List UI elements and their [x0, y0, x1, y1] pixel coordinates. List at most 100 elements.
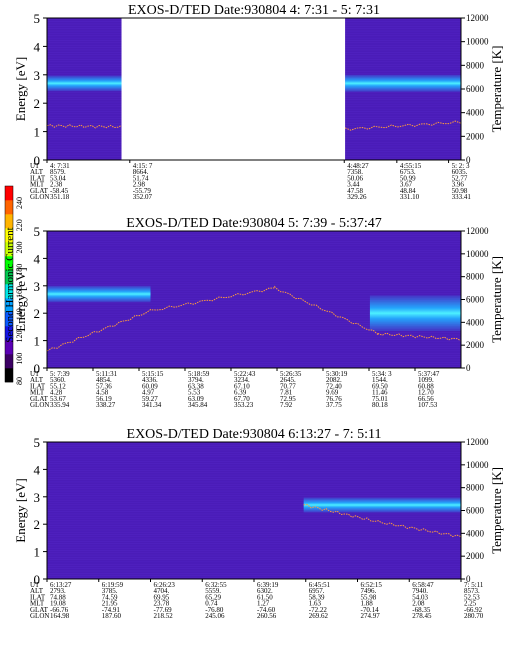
- orbit-value: 59.27: [142, 395, 158, 403]
- orbit-value: 11.46: [372, 389, 388, 397]
- orbit-value: 60.09: [142, 382, 158, 390]
- y-tick-label: 3: [34, 490, 41, 505]
- orbit-value: 5360.: [50, 376, 66, 384]
- y2-tick-label: 0: [466, 574, 471, 584]
- y2-tick-label: 2000: [466, 551, 485, 561]
- orbit-value: 5:37:47: [418, 370, 440, 378]
- data-gap: [121, 18, 346, 160]
- y2-tick-label: 10000: [466, 460, 489, 470]
- orbit-value: 2082.: [326, 376, 342, 384]
- energy-band: [345, 74, 461, 92]
- orbit-value: 66.56: [418, 395, 434, 403]
- orbit-value: 6035.: [452, 168, 468, 176]
- colorbar-swatch: [5, 312, 13, 327]
- orbit-value: 50.99: [400, 174, 416, 182]
- orbit-value: 53.67: [50, 395, 66, 403]
- y-tick-label: 2: [34, 96, 41, 111]
- y2-axis-label: Temperature [K]: [489, 46, 504, 133]
- colorbar-swatch: [5, 284, 13, 299]
- orbit-value: 2.38: [50, 181, 63, 189]
- orbit-value: 55.12: [50, 382, 66, 390]
- y-tick-label: 5: [34, 224, 41, 239]
- colorbar-tick-label: 220: [15, 219, 24, 231]
- orbit-value: -72.22: [309, 606, 328, 614]
- y2-tick-label: 8000: [466, 60, 485, 70]
- orbit-row-label: GLAT: [30, 187, 49, 195]
- y-tick-label: 3: [34, 68, 41, 83]
- orbit-value: 4:55:15: [400, 162, 422, 170]
- orbit-value: 72.40: [326, 382, 342, 390]
- orbit-value: 274.97: [361, 612, 381, 620]
- orbit-value: 5.53: [188, 389, 201, 397]
- panel-title: EXOS-D/TED Date:930804 4: 7:31 - 5: 7:31: [128, 3, 380, 18]
- orbit-value: 6:13:27: [50, 581, 72, 589]
- orbit-value: 2.08: [412, 600, 425, 608]
- y2-tick-label: 2000: [466, 131, 485, 141]
- orbit-value: 245.06: [205, 612, 225, 620]
- orbit-value: 69.95: [154, 593, 170, 601]
- orbit-value: 351.18: [50, 193, 70, 201]
- y2-axis-label: Temperature [K]: [489, 256, 504, 343]
- spectrogram-panel: EXOS-D/TED Date:930804 4: 7:31 - 5: 7:31…: [13, 3, 504, 201]
- orbit-value: 51.74: [133, 174, 149, 182]
- orbit-value: 331.10: [400, 193, 420, 201]
- orbit-value: 5:22:43: [234, 370, 256, 378]
- orbit-value: 352.07: [133, 193, 153, 201]
- colorbar-label: Second Harmonic Current: [4, 227, 16, 342]
- orbit-value: 1544.: [372, 376, 388, 384]
- orbit-value: 278.45: [412, 612, 432, 620]
- orbit-row-label: UT: [30, 162, 40, 170]
- orbit-value: 1.88: [361, 600, 374, 608]
- orbit-value: 3.67: [400, 181, 413, 189]
- orbit-value: -66.76: [50, 606, 69, 614]
- orbit-value: 6:26:23: [154, 581, 176, 589]
- orbit-value: -55.79: [133, 187, 152, 195]
- orbit-value: 5559.: [205, 587, 221, 595]
- orbit-value: 6.39: [234, 389, 247, 397]
- orbit-value: 345.84: [188, 401, 208, 409]
- orbit-value: 164.98: [50, 612, 70, 620]
- y-tick-label: 1: [34, 334, 41, 349]
- orbit-value: 6957.: [309, 587, 325, 595]
- orbit-value: 52.53: [464, 593, 480, 601]
- colorbar-swatch: [5, 340, 13, 355]
- panel-title: EXOS-D/TED Date:930804 6:13:27 - 7: 5:11: [127, 427, 382, 442]
- orbit-row-label: UT: [30, 370, 40, 378]
- orbit-value: 2.25: [464, 600, 477, 608]
- y2-tick-label: 4000: [466, 528, 485, 538]
- energy-band: [369, 295, 461, 332]
- orbit-value: 6753.: [400, 168, 416, 176]
- orbit-value: 3.96: [452, 181, 465, 189]
- y-tick-label: 0: [34, 572, 41, 587]
- y2-tick-label: 6000: [466, 506, 485, 516]
- panel-title: EXOS-D/TED Date:930804 5: 7:39 - 5:37:47: [126, 216, 381, 231]
- orbit-value: 23.78: [154, 600, 170, 608]
- y2-tick-label: 4000: [466, 317, 485, 327]
- orbit-value: 1.27: [257, 600, 270, 608]
- colorbar-swatch: [5, 214, 13, 229]
- spectrogram-panel: EXOS-D/TED Date:930804 6:13:27 - 7: 5:11…: [13, 427, 504, 620]
- spectrogram-panel: EXOS-D/TED Date:930804 5: 7:39 - 5:37:47…: [13, 216, 504, 409]
- orbit-value: 8579.: [50, 168, 66, 176]
- y2-tick-label: 8000: [466, 272, 485, 282]
- orbit-value: 74.59: [102, 593, 118, 601]
- orbit-value: 61.50: [257, 593, 273, 601]
- y2-tick-label: 10000: [466, 37, 489, 47]
- orbit-value: 7: 5:11: [464, 581, 484, 589]
- orbit-value: 75.01: [372, 395, 388, 403]
- orbit-value: 72.95: [280, 395, 296, 403]
- y2-tick-label: 0: [466, 155, 471, 165]
- orbit-value: 4336.: [142, 376, 158, 384]
- y-tick-label: 0: [34, 153, 41, 168]
- temperature-trace: [303, 504, 462, 538]
- orbit-value: 5: 2: 3: [452, 162, 470, 170]
- y2-tick-label: 10000: [466, 249, 489, 259]
- y-axis-label: Energy [eV]: [13, 57, 28, 121]
- orbit-value: 70.77: [280, 382, 296, 390]
- y-tick-label: 5: [34, 435, 41, 450]
- orbit-value: -66.92: [464, 606, 483, 614]
- y-tick-label: 2: [34, 306, 41, 321]
- orbit-value: 4:15: 7: [133, 162, 153, 170]
- colorbar-swatch: [5, 354, 13, 369]
- colorbar-tick-label: 200: [15, 242, 24, 254]
